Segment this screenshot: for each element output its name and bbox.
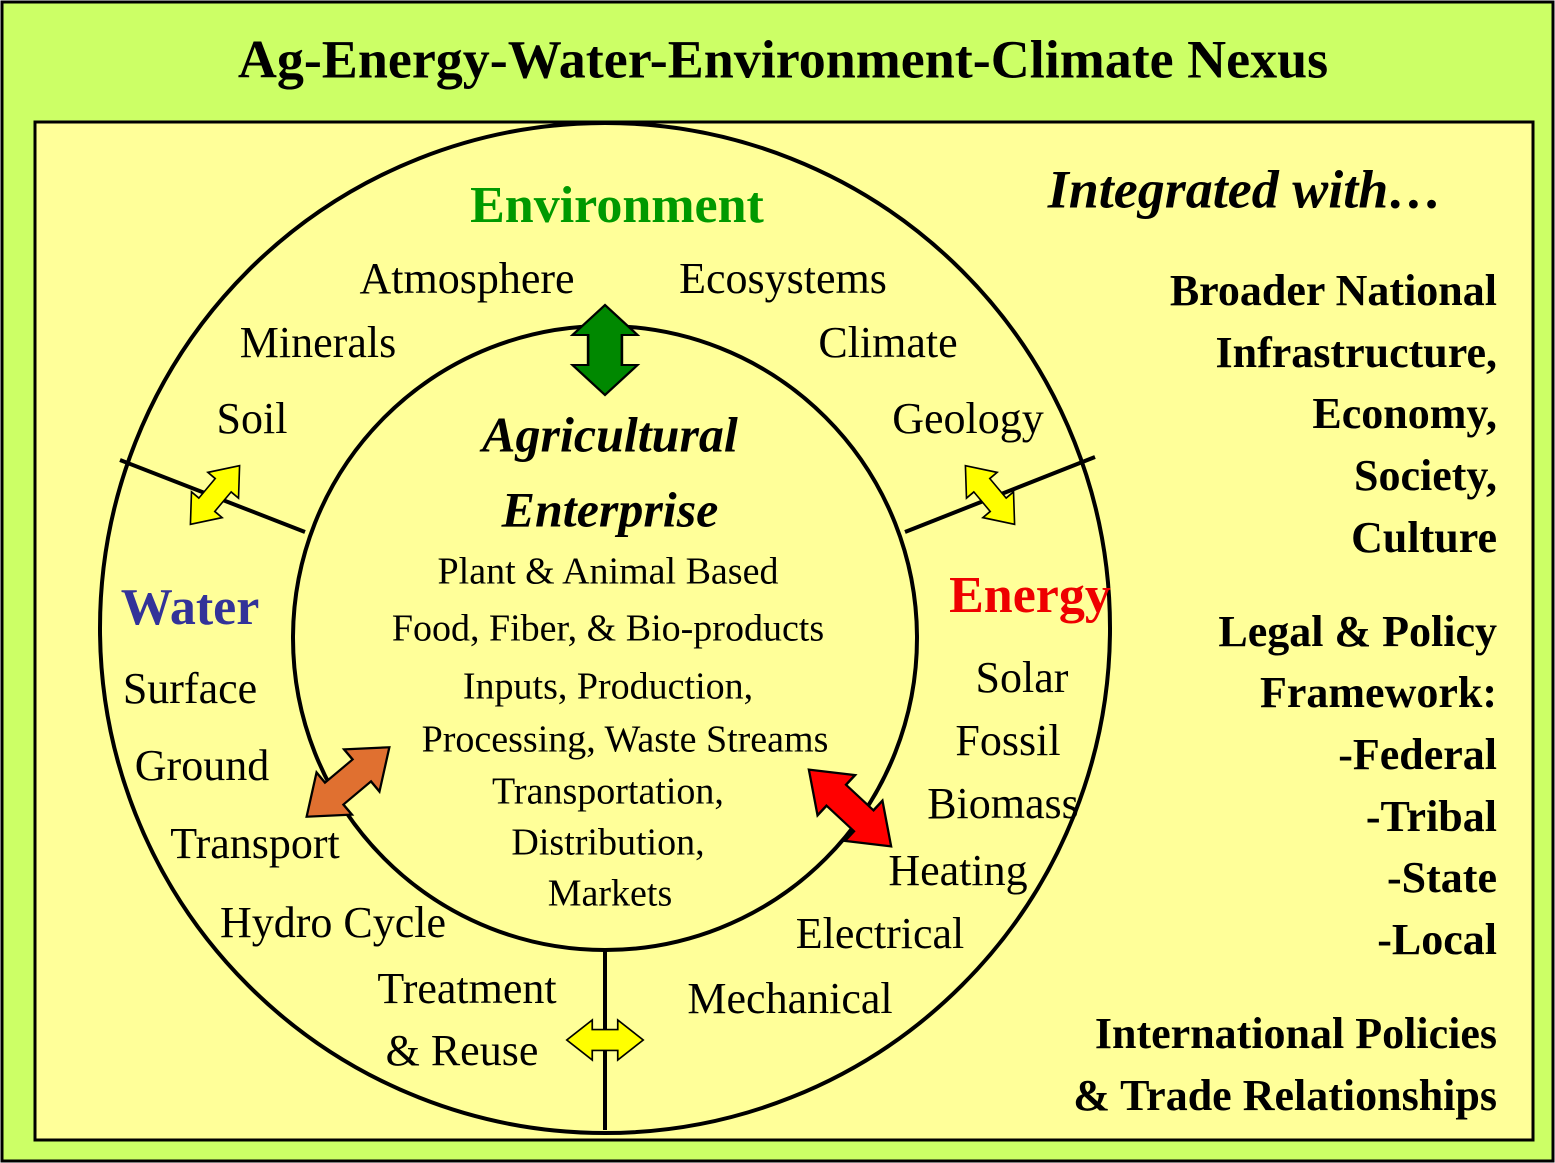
item: Heating [888,846,1027,895]
center-line: Plant & Animal Based [438,551,779,593]
item: Ecosystems [679,254,887,303]
item: Surface [123,664,257,713]
center-line: Inputs, Production, [463,666,753,708]
context-line: Economy, [1312,389,1497,438]
heading: Environment [470,177,764,234]
item: Solar [976,653,1069,702]
item: Fossil [955,716,1060,765]
center-line: Markets [548,873,673,915]
item: Ground [135,741,269,790]
center-line: Distribution, [511,822,704,864]
title: Ag-Energy-Water-Environment-Climate Nexu… [238,29,1328,89]
item: Hydro Cycle [220,898,446,947]
inner-frame [33,120,1535,1142]
heading: Water [121,579,260,636]
item: Treatment [377,964,556,1013]
item: Minerals [240,318,396,367]
item: Soil [217,394,288,443]
item: & Reuse [386,1026,539,1075]
context-line: Broader National [1170,266,1497,315]
context-line: Framework: [1260,668,1497,717]
center-line: Processing, Waste Streams [422,719,829,761]
context-line: -Tribal [1366,792,1497,841]
item: Transport [170,819,340,868]
item: Biomass [927,779,1079,828]
context-line: Culture [1351,513,1497,562]
context-line: International Policies [1095,1009,1497,1058]
center-title: Agricultural [479,406,738,462]
integrated-heading: Integrated with… [1047,159,1443,219]
context-line: & Trade Relationships [1073,1071,1497,1120]
item: Electrical [796,909,965,958]
center-line: Transportation, [492,771,724,813]
context-line: Legal & Policy [1218,607,1497,656]
item: Mechanical [687,974,892,1023]
context-line: -Federal [1338,730,1497,779]
heading: Energy [949,567,1111,624]
outer-circle [98,121,1112,1135]
item: Climate [818,318,957,367]
context-line: -Local [1377,915,1497,964]
item: Geology [892,394,1044,443]
item: Atmosphere [359,254,574,303]
context-line: -State [1387,853,1497,902]
center-title: Enterprise [501,481,719,537]
context-line: Society, [1354,451,1497,500]
context-line: Infrastructure, [1216,328,1497,377]
center-line: Food, Fiber, & Bio-products [392,608,824,650]
